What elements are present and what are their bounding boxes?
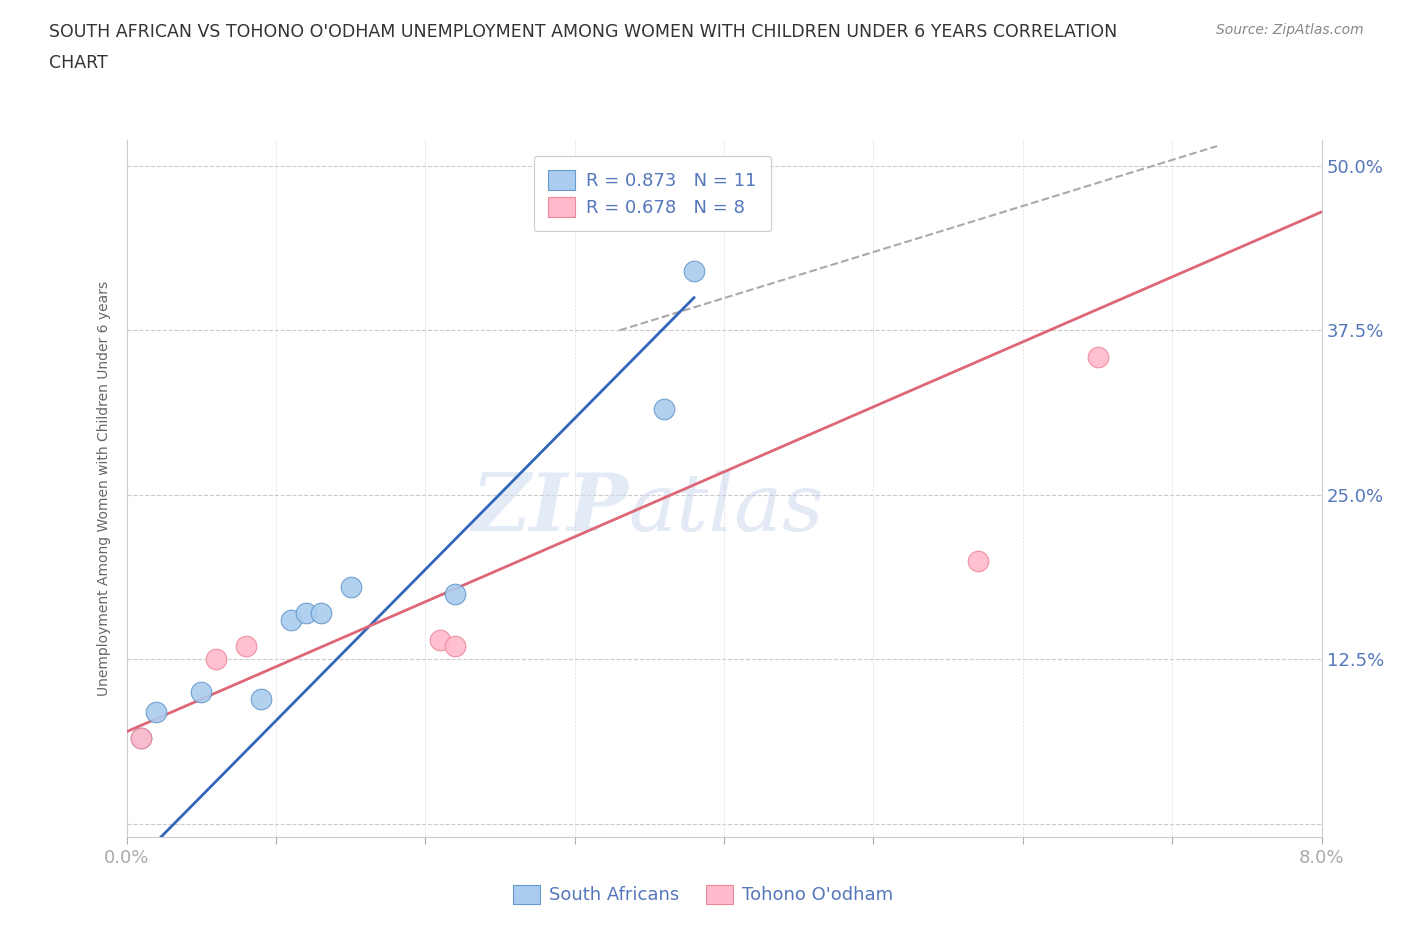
Point [131, 731, 153, 746]
Legend: R = 0.873   N = 11, R = 0.678   N = 8: R = 0.873 N = 11, R = 0.678 N = 8 [534, 155, 770, 232]
Point [339, 579, 361, 594]
Point [205, 652, 228, 667]
Point [235, 639, 257, 654]
Point [190, 684, 212, 699]
Text: SOUTH AFRICAN VS TOHONO O'ODHAM UNEMPLOYMENT AMONG WOMEN WITH CHILDREN UNDER 6 Y: SOUTH AFRICAN VS TOHONO O'ODHAM UNEMPLOY… [49, 23, 1118, 41]
Point [131, 731, 153, 746]
Text: atlas: atlas [628, 471, 824, 548]
Text: Source: ZipAtlas.com: Source: ZipAtlas.com [1216, 23, 1364, 37]
Point [280, 613, 302, 628]
Text: CHART: CHART [49, 54, 108, 72]
Point [309, 605, 332, 620]
Point [250, 691, 273, 706]
Legend: South Africans, Tohono O'odham: South Africans, Tohono O'odham [505, 877, 901, 911]
Point [683, 264, 706, 279]
Point [652, 402, 675, 417]
Point [1087, 349, 1109, 364]
Point [444, 586, 467, 601]
Y-axis label: Unemployment Among Women with Children Under 6 years: Unemployment Among Women with Children U… [97, 281, 111, 696]
Point [444, 639, 467, 654]
Point [967, 553, 990, 568]
Point [429, 632, 451, 647]
Point [145, 705, 167, 720]
Point [294, 605, 316, 620]
Text: ZIP: ZIP [471, 471, 628, 548]
Point [609, 198, 631, 213]
